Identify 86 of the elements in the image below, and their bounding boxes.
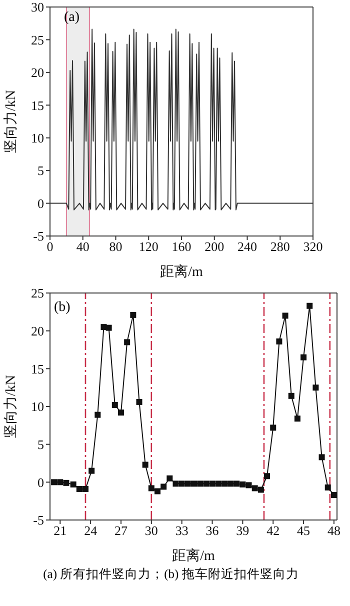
point	[191, 480, 198, 487]
x-axis-title: 距离/m	[172, 548, 215, 564]
x-tick-label: 42	[266, 523, 280, 538]
point	[160, 484, 167, 490]
point	[330, 492, 337, 498]
x-tick-label: 160	[172, 239, 192, 254]
point	[130, 312, 136, 318]
point	[234, 480, 240, 487]
point	[282, 312, 288, 319]
text: (a) 所有扣件竖向力；(b) 拖车附近扣件竖向力	[42, 566, 300, 583]
point	[94, 412, 101, 418]
point	[70, 481, 76, 488]
point	[148, 485, 154, 492]
x-tick-label: 200	[204, 239, 224, 254]
point	[51, 479, 58, 486]
point	[252, 485, 258, 492]
point	[312, 384, 319, 391]
point	[203, 480, 210, 487]
point	[228, 480, 234, 487]
point	[264, 473, 270, 480]
point	[276, 338, 282, 344]
point	[294, 416, 300, 422]
x-tick-label: 24	[84, 523, 98, 538]
point	[300, 354, 307, 360]
x-tick-label: 33	[175, 523, 188, 538]
point	[215, 480, 222, 487]
point	[124, 339, 130, 346]
y-tick-label: 20	[31, 65, 44, 80]
point	[142, 462, 148, 468]
y-tick-label: 10	[31, 399, 44, 414]
point	[172, 480, 179, 487]
point	[166, 475, 173, 482]
y-axis-title: 竖向力/kN	[2, 375, 19, 438]
point	[76, 486, 82, 492]
y-tick-label: 5	[38, 436, 44, 452]
y-tick-label: 25	[31, 286, 44, 301]
x-tick-label: 48	[327, 523, 340, 538]
annotation: (a)	[64, 10, 80, 26]
point	[154, 488, 160, 494]
point	[88, 468, 95, 474]
y-tick-label: 0	[38, 474, 44, 490]
x-tick-label: 80	[109, 239, 122, 254]
y-tick-label: 30	[31, 0, 44, 15]
x-tick-label: 240	[238, 239, 257, 254]
point	[258, 486, 264, 493]
y-tick-label: 10	[31, 130, 44, 146]
x-tick-label: 40	[76, 239, 90, 254]
point	[136, 398, 142, 405]
x-tick-label: 45	[297, 523, 310, 538]
point	[306, 302, 313, 309]
y-axis-title: 竖向力/kN	[2, 90, 19, 153]
x-tick-label: 36	[206, 523, 220, 538]
point	[318, 454, 325, 460]
point	[240, 481, 246, 488]
point	[112, 402, 118, 408]
y-tick-label: 15	[31, 361, 44, 376]
x-tick-label: 120	[138, 239, 158, 254]
point	[209, 480, 216, 487]
y-tick-label: 20	[31, 323, 44, 338]
y-tick-label: -5	[33, 512, 44, 528]
y-tick-label: 25	[31, 32, 44, 48]
y-tick-label: 0	[38, 196, 44, 211]
point	[324, 484, 331, 490]
y-tick-label: 15	[31, 98, 44, 113]
x-tick-label: 30	[144, 523, 158, 538]
annotation: (b)	[54, 300, 70, 316]
x-tick-label: 27	[114, 523, 128, 538]
point	[184, 480, 191, 487]
x-tick-label: 21	[54, 523, 67, 538]
point	[221, 480, 228, 487]
point	[178, 480, 185, 487]
point	[106, 324, 112, 331]
x-axis-title: 距离/m	[160, 264, 203, 280]
y-tick-label: -5	[33, 228, 44, 244]
x-tick-label: 280	[270, 239, 290, 254]
point	[288, 392, 294, 399]
y-tick-label: 5	[38, 163, 44, 178]
point	[63, 480, 70, 486]
point	[270, 424, 276, 431]
point	[246, 482, 252, 488]
point	[82, 486, 88, 492]
x-tick-label: 39	[236, 523, 250, 538]
point	[197, 480, 204, 487]
point	[57, 479, 64, 486]
point	[118, 410, 124, 416]
x-tick-label: 320	[303, 239, 323, 254]
